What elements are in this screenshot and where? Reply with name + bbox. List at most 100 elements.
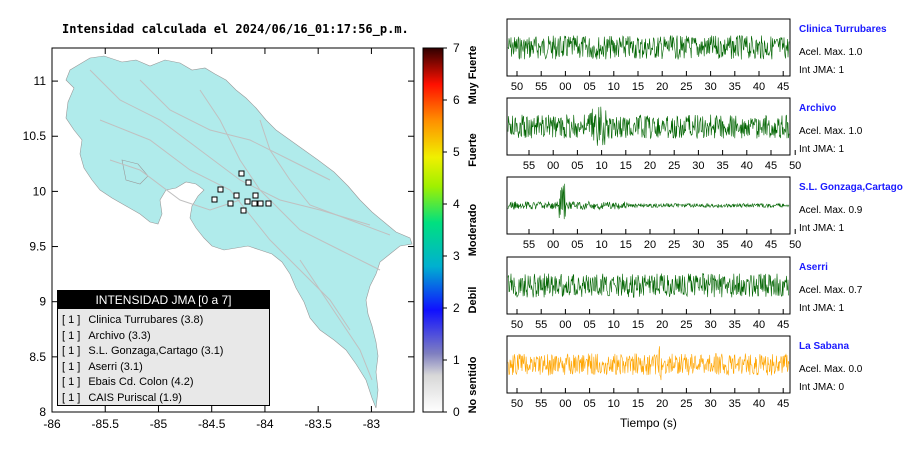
- trace-acel-max: Acel. Max. 0.7: [799, 285, 863, 296]
- map-ytick-label: 10: [33, 184, 47, 198]
- trace-int-jma: Int JMA: 1: [799, 303, 845, 314]
- trace-tick-label: 05: [583, 319, 595, 331]
- station-markers: [211, 170, 272, 214]
- colorbar-category-label: Moderado: [467, 203, 479, 256]
- map-x-axis: -86 -85.5 -85 -84.5 -84 -83.5 -83: [43, 48, 380, 431]
- trace-tick-label: 20: [656, 81, 668, 93]
- trace-int-jma: Int JMA: 1: [799, 223, 845, 234]
- trace-tick-label: 15: [632, 398, 644, 410]
- map-ytick-label: 10.5: [23, 129, 47, 143]
- waveform-line: [507, 35, 790, 60]
- legend-item-name: Ebais Cd. Colon (4.2): [88, 376, 194, 388]
- legend-title: INTENSIDAD JMA [0 a 7]: [58, 291, 269, 309]
- waveform-panels: 50 55 00 05 10 15 20 25 30 35 40 45 55 00 05 10 15 20 25 30…: [506, 18, 801, 410]
- trace-tick-label: 40: [753, 398, 765, 410]
- trace-panel: 55 00 05 10 15 20 25 30 35 40 45 50: [506, 97, 801, 172]
- trace-tick-label: 55: [535, 319, 547, 331]
- map-ytick-label: 9.5: [29, 240, 46, 254]
- colorbar-category-label: No sentido: [467, 356, 479, 413]
- trace-tick-label: 55: [535, 81, 547, 93]
- map-xtick-label: -84.5: [198, 417, 226, 431]
- trace-station-name: Archivo: [799, 103, 837, 114]
- map-xtick-label: -83: [363, 417, 381, 431]
- legend-item: [ 1 ] Aserri (3.1): [58, 360, 269, 376]
- trace-tick-label: 50: [511, 398, 523, 410]
- costa-rica-landmass: [65, 55, 413, 409]
- trace-station-name: S.L. Gonzaga,Cartago: [799, 182, 903, 193]
- trace-tick-label: 45: [777, 398, 789, 410]
- legend-item-name: Clinica Turrubares (3.8): [88, 314, 204, 326]
- trace-tick-label: 05: [583, 81, 595, 93]
- trace-tick-label: 40: [741, 239, 753, 251]
- colorbar-tick-label: 4: [453, 197, 460, 211]
- trace-tick-label: 05: [571, 160, 583, 172]
- trace-tick-label: 20: [656, 319, 668, 331]
- colorbar-tick-label: 2: [453, 301, 460, 315]
- map-xtick-label: -86: [43, 417, 61, 431]
- trace-tick-label: 30: [704, 319, 716, 331]
- trace-panel: 50 55 00 05 10 15 20 25 30 35 40 45: [506, 335, 791, 410]
- map-xtick-label: -83.5: [304, 417, 332, 431]
- trace-tick-label: 55: [523, 239, 535, 251]
- waveform-line: [507, 346, 790, 381]
- legend-item: [ 1 ] S.L. Gonzaga,Cartago (3.1): [58, 344, 269, 360]
- trace-tick-label: 45: [777, 81, 789, 93]
- trace-tick-label: 40: [753, 81, 765, 93]
- trace-tick-label: 00: [559, 398, 571, 410]
- map-xtick-label: -85.5: [92, 417, 120, 431]
- trace-acel-max: Acel. Max. 0.9: [799, 205, 863, 216]
- trace-tick-label: 30: [692, 239, 704, 251]
- waveform-line: [507, 183, 790, 220]
- trace-tick-label: 05: [571, 239, 583, 251]
- trace-tick-label: 35: [729, 398, 741, 410]
- waveform-line: [507, 106, 790, 146]
- legend-item-level: [ 1 ]: [62, 345, 81, 357]
- map-xtick-label: -84: [256, 417, 274, 431]
- map-ytick-label: 11: [34, 74, 47, 88]
- legend-item-name: S.L. Gonzaga,Cartago (3.1): [88, 345, 224, 357]
- legend-item: [ 1 ] Archivo (3.3): [58, 329, 269, 345]
- trace-tick-label: 40: [741, 160, 753, 172]
- trace-station-name: Clinica Turrubares: [799, 24, 887, 35]
- legend-item: [ 1 ] CAIS Puriscal (1.9): [58, 391, 269, 407]
- legend-item-level: [ 1 ]: [62, 329, 81, 342]
- legend-item-level: [ 1 ]: [62, 360, 81, 373]
- trace-tick-label: 25: [680, 319, 692, 331]
- trace-acel-max: Acel. Max. 1.0: [799, 126, 863, 137]
- legend-item: [ 1 ] Clinica Turrubares (3.8): [58, 313, 269, 329]
- colorbar-tick-label: 6: [453, 93, 460, 107]
- legend-item-level: [ 1 ]: [62, 314, 81, 326]
- colorbar: [422, 47, 444, 413]
- legend-item-level: [ 1 ]: [62, 391, 81, 404]
- trace-station-name: La Sabana: [799, 341, 850, 352]
- trace-tick-label: 55: [523, 160, 535, 172]
- trace-tick-label: 30: [704, 81, 716, 93]
- trace-tick-label: 50: [511, 81, 523, 93]
- trace-tick-label: 10: [608, 398, 620, 410]
- trace-tick-label: 00: [559, 319, 571, 331]
- trace-tick-label: 00: [547, 160, 559, 172]
- map-ytick-label: 8: [39, 405, 46, 419]
- colorbar-category-label: Fuerte: [467, 133, 479, 167]
- trace-tick-label: 35: [716, 160, 728, 172]
- trace-tick-label: 05: [583, 398, 595, 410]
- colorbar-tick-label: 0: [453, 405, 460, 419]
- trace-tick-label: 10: [595, 239, 607, 251]
- trace-tick-label: 55: [535, 398, 547, 410]
- trace-tick-label: 25: [680, 81, 692, 93]
- trace-tick-label: 45: [765, 160, 777, 172]
- trace-tick-label: 15: [632, 81, 644, 93]
- legend-item: [ 1 ] Ebais Cd. Colon (4.2): [58, 375, 269, 391]
- map-ytick-label: 9: [39, 295, 46, 309]
- trace-tick-label: 00: [547, 239, 559, 251]
- colorbar-categories: No sentido Debil Moderado Fuerte Muy Fuerte: [467, 46, 479, 414]
- trace-int-jma: Int JMA: 1: [799, 144, 845, 155]
- map-y-axis: 11 10.5 10 9.5 9 8.5 8: [23, 74, 414, 419]
- trace-tick-label: 50: [511, 319, 523, 331]
- trace-tick-label: 45: [765, 239, 777, 251]
- trace-tick-label: 40: [753, 319, 765, 331]
- trace-station-name: Aserri: [799, 262, 828, 273]
- legend-item-name: Archivo (3.3): [88, 329, 151, 342]
- colorbar-category-label: Debil: [467, 287, 479, 314]
